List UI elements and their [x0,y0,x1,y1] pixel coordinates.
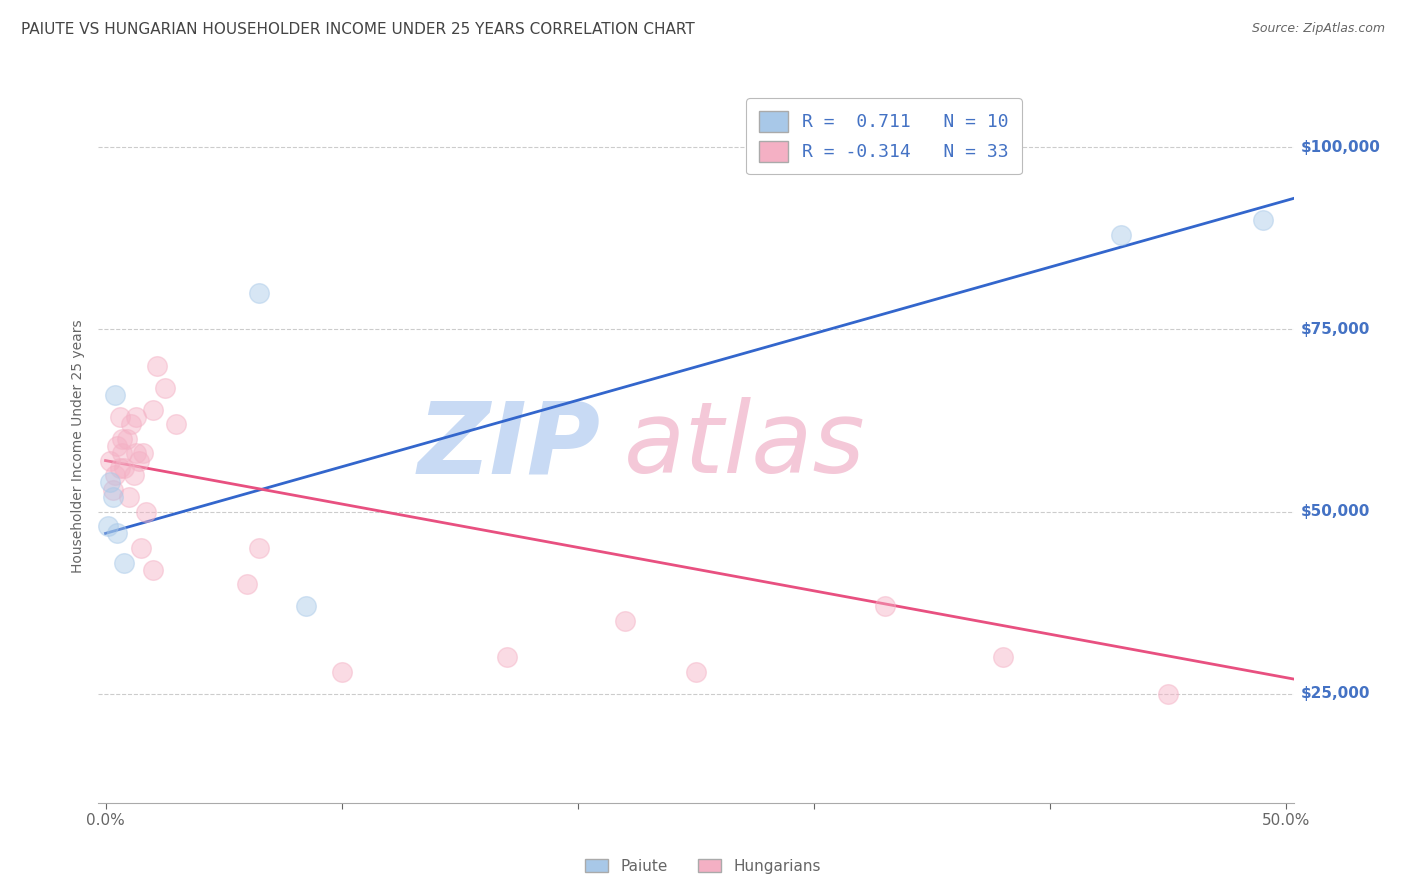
Point [104,388,127,402]
Point [118,490,141,504]
Point [121,417,143,432]
Point [165,417,187,432]
Text: $50,000: $50,000 [1301,504,1369,519]
Point [991,650,1014,665]
Point [142,563,165,577]
Point [108,460,131,475]
Point [112,460,135,475]
Point [98,475,121,490]
Point [97,519,120,533]
Point [98,453,121,467]
Text: ZIP: ZIP [418,398,600,494]
Point [125,446,148,460]
Point [614,614,637,628]
Point [111,432,134,446]
Point [101,483,124,497]
Legend: R =  0.711   N = 10, R = -0.314   N = 33: R = 0.711 N = 10, R = -0.314 N = 33 [747,98,1022,174]
Point [104,468,127,483]
Point [128,453,150,467]
Point [247,286,270,301]
Point [135,504,157,518]
Text: Source: ZipAtlas.com: Source: ZipAtlas.com [1251,22,1385,36]
Point [129,541,152,555]
Point [1157,687,1180,701]
Legend: Paiute, Hungarians: Paiute, Hungarians [579,853,827,880]
Point [122,468,145,483]
Point [295,599,318,614]
Point [247,541,270,555]
Point [153,381,176,395]
Text: PAIUTE VS HUNGARIAN HOUSEHOLDER INCOME UNDER 25 YEARS CORRELATION CHART: PAIUTE VS HUNGARIAN HOUSEHOLDER INCOME U… [21,22,695,37]
Point [115,432,138,446]
Point [125,409,148,424]
Point [142,402,165,417]
Text: $75,000: $75,000 [1301,322,1369,337]
Point [685,665,707,679]
Point [1251,213,1274,227]
Point [236,577,259,591]
Point [873,599,896,614]
Point [111,446,134,460]
Point [105,526,128,541]
Text: $100,000: $100,000 [1301,140,1381,155]
Point [105,439,128,453]
Text: atlas: atlas [624,398,866,494]
Point [101,490,124,504]
Point [496,650,519,665]
Text: $25,000: $25,000 [1301,686,1369,701]
Point [108,409,131,424]
Y-axis label: Householder Income Under 25 years: Householder Income Under 25 years [72,319,86,573]
Point [1109,227,1132,242]
Point [132,446,155,460]
Point [330,665,353,679]
Point [112,556,135,570]
Point [146,359,169,373]
